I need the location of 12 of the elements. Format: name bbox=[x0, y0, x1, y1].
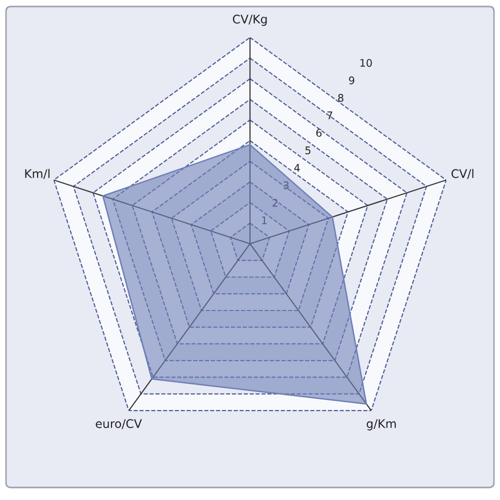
y-tick-label: 4 bbox=[294, 164, 300, 172]
y-tick-label: 8 bbox=[338, 94, 344, 102]
spoke-label: CV/Kg bbox=[232, 14, 267, 26]
spoke-label: g/Km bbox=[366, 419, 396, 430]
y-tick-label: 6 bbox=[316, 128, 322, 137]
spoke-label: Km/l bbox=[25, 168, 50, 180]
y-tick-label: 5 bbox=[305, 146, 310, 154]
y-tick-label: 10 bbox=[360, 58, 372, 67]
y-tick-label: 1 bbox=[262, 216, 267, 224]
y-tick-label: 9 bbox=[349, 76, 354, 84]
spoke-label: euro/CV bbox=[96, 419, 142, 430]
spoke-label: CV/l bbox=[452, 168, 474, 180]
